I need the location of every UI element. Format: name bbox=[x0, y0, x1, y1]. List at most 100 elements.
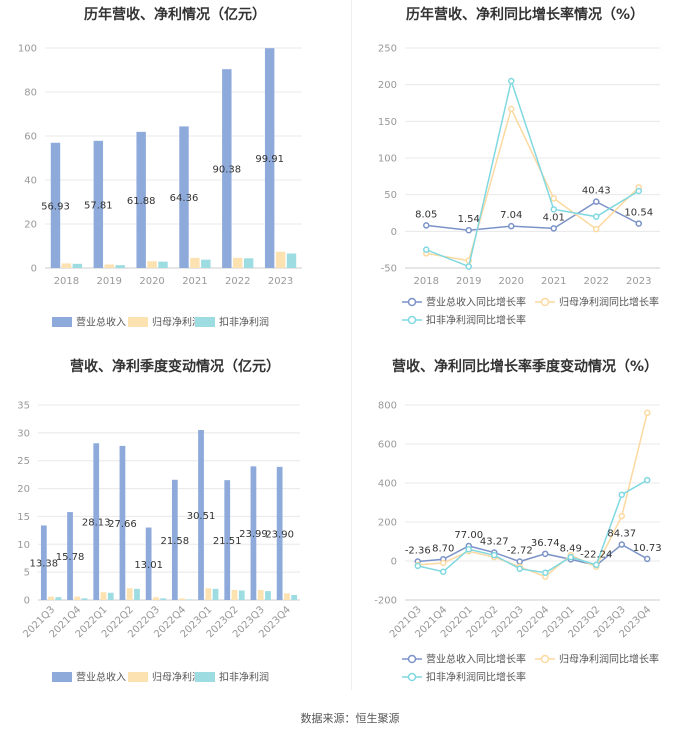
data-label: 99.91 bbox=[255, 154, 284, 165]
bar bbox=[93, 140, 104, 268]
bar bbox=[153, 597, 159, 600]
bar bbox=[257, 589, 264, 600]
legend-label: 扣非净利润 bbox=[219, 316, 269, 329]
chart-title: 历年营收、净利同比增长率情况（%） bbox=[405, 7, 645, 23]
data-label: 30.51 bbox=[187, 511, 216, 522]
bar bbox=[50, 142, 61, 268]
data-label: 21.58 bbox=[161, 536, 190, 547]
bar bbox=[93, 443, 100, 600]
annual-revenue-profit-chart: 0 20 40 60 80 100 2018 2019 2020 2021 2022 2023 56.9… bbox=[18, 44, 302, 329]
legend-marker bbox=[407, 315, 417, 325]
data-label: 10.54 bbox=[624, 208, 653, 219]
data-point bbox=[423, 246, 430, 253]
data-label: 56.93 bbox=[41, 201, 70, 212]
y-tick-label: 600 bbox=[378, 440, 397, 451]
y-tick-label: 200 bbox=[378, 80, 397, 91]
y-tick-label: 20 bbox=[17, 484, 30, 495]
data-point bbox=[508, 105, 515, 113]
legend-label: 营业总收入同比增长率 bbox=[426, 296, 526, 309]
legend-swatch bbox=[195, 672, 215, 682]
bar bbox=[243, 258, 254, 268]
bar bbox=[291, 594, 298, 600]
bar bbox=[81, 598, 88, 600]
data-point bbox=[635, 187, 642, 195]
panel-divider bbox=[351, 0, 352, 690]
x-tick-label: 2023 bbox=[268, 276, 293, 287]
data-point bbox=[516, 558, 523, 565]
x-tick-label: 2018 bbox=[414, 276, 439, 287]
data-label: 28.13 bbox=[82, 518, 111, 529]
series-line bbox=[426, 106, 640, 262]
bar bbox=[40, 525, 47, 600]
series-line bbox=[425, 78, 640, 268]
y-tick-label: 15 bbox=[17, 512, 30, 523]
bar bbox=[136, 131, 146, 268]
bar bbox=[145, 527, 152, 600]
x-tick-label: 2018 bbox=[54, 276, 79, 287]
y-tick-label: 250 bbox=[378, 44, 397, 55]
bar bbox=[55, 597, 62, 600]
y-tick-label: 150 bbox=[378, 117, 397, 128]
bar bbox=[222, 69, 232, 268]
data-point bbox=[414, 562, 421, 570]
data-point bbox=[618, 491, 625, 498]
data-point bbox=[423, 222, 430, 229]
bar bbox=[74, 596, 81, 600]
bar bbox=[104, 264, 114, 268]
y-tick-label: 100 bbox=[378, 154, 397, 165]
bar bbox=[238, 590, 245, 600]
y-tick-label: 35 bbox=[17, 401, 30, 412]
y-tick-label: 60 bbox=[24, 132, 37, 143]
series-line bbox=[417, 412, 648, 578]
data-point bbox=[550, 195, 557, 202]
y-tick-label: 200 bbox=[378, 518, 397, 529]
legend-swatch bbox=[128, 317, 148, 327]
y-tick-label: -50 bbox=[381, 264, 397, 275]
data-label: 8.49 bbox=[560, 543, 582, 554]
data-label: 36.74 bbox=[531, 538, 560, 549]
data-label: 8.70 bbox=[432, 543, 454, 554]
y-tick-label: 80 bbox=[24, 88, 37, 99]
data-point bbox=[593, 213, 600, 220]
data-point bbox=[542, 569, 549, 576]
data-label: -22.24 bbox=[580, 549, 612, 560]
bar bbox=[275, 251, 286, 268]
data-point bbox=[644, 409, 651, 417]
y-tick-label: 100 bbox=[18, 44, 37, 55]
data-label: 23.90 bbox=[265, 529, 294, 540]
legend-marker bbox=[407, 654, 417, 664]
y-tick-label: -200 bbox=[374, 596, 397, 607]
legend-label: 营业总收入 bbox=[76, 316, 126, 329]
data-label: 8.05 bbox=[415, 209, 437, 220]
data-point bbox=[618, 512, 625, 520]
bar bbox=[48, 596, 54, 600]
bar bbox=[190, 257, 200, 268]
data-label: 7.04 bbox=[500, 210, 522, 221]
bar bbox=[205, 588, 212, 600]
legend-swatch bbox=[195, 317, 215, 327]
bar bbox=[134, 588, 140, 600]
chart-title: 营收、净利季度变动情况（亿元） bbox=[70, 359, 280, 375]
legend-label: 营业总收入同比增长率 bbox=[426, 653, 526, 666]
data-label: 27.66 bbox=[108, 519, 137, 530]
bar bbox=[72, 263, 83, 268]
y-tick-label: 5 bbox=[24, 568, 30, 579]
data-source: 数据来源：恒生聚源 bbox=[300, 712, 400, 725]
bar bbox=[286, 253, 297, 268]
data-point bbox=[491, 551, 498, 559]
data-label: 64.36 bbox=[170, 193, 199, 204]
data-point bbox=[465, 226, 472, 234]
quarterly-growth-chart: -20002004006008002021Q32021Q42022Q12022Q… bbox=[374, 401, 661, 684]
annual-growth-panel: 历年营收、净利同比增长率情况（%） -50 0 50 100 150 200 250 2018… bbox=[350, 0, 700, 350]
y-tick-label: 0 bbox=[391, 557, 397, 568]
series-line bbox=[417, 543, 648, 567]
bar bbox=[264, 48, 275, 269]
data-label: 1.54 bbox=[458, 214, 480, 225]
legend-label: 归母净利润 bbox=[152, 316, 202, 329]
x-tick-label: 2020 bbox=[499, 276, 524, 287]
bar bbox=[119, 445, 126, 600]
data-label: 23.99 bbox=[239, 529, 268, 540]
bar bbox=[179, 598, 185, 600]
data-point bbox=[508, 77, 515, 85]
legend-label: 扣非净利润同比增长率 bbox=[426, 671, 526, 684]
